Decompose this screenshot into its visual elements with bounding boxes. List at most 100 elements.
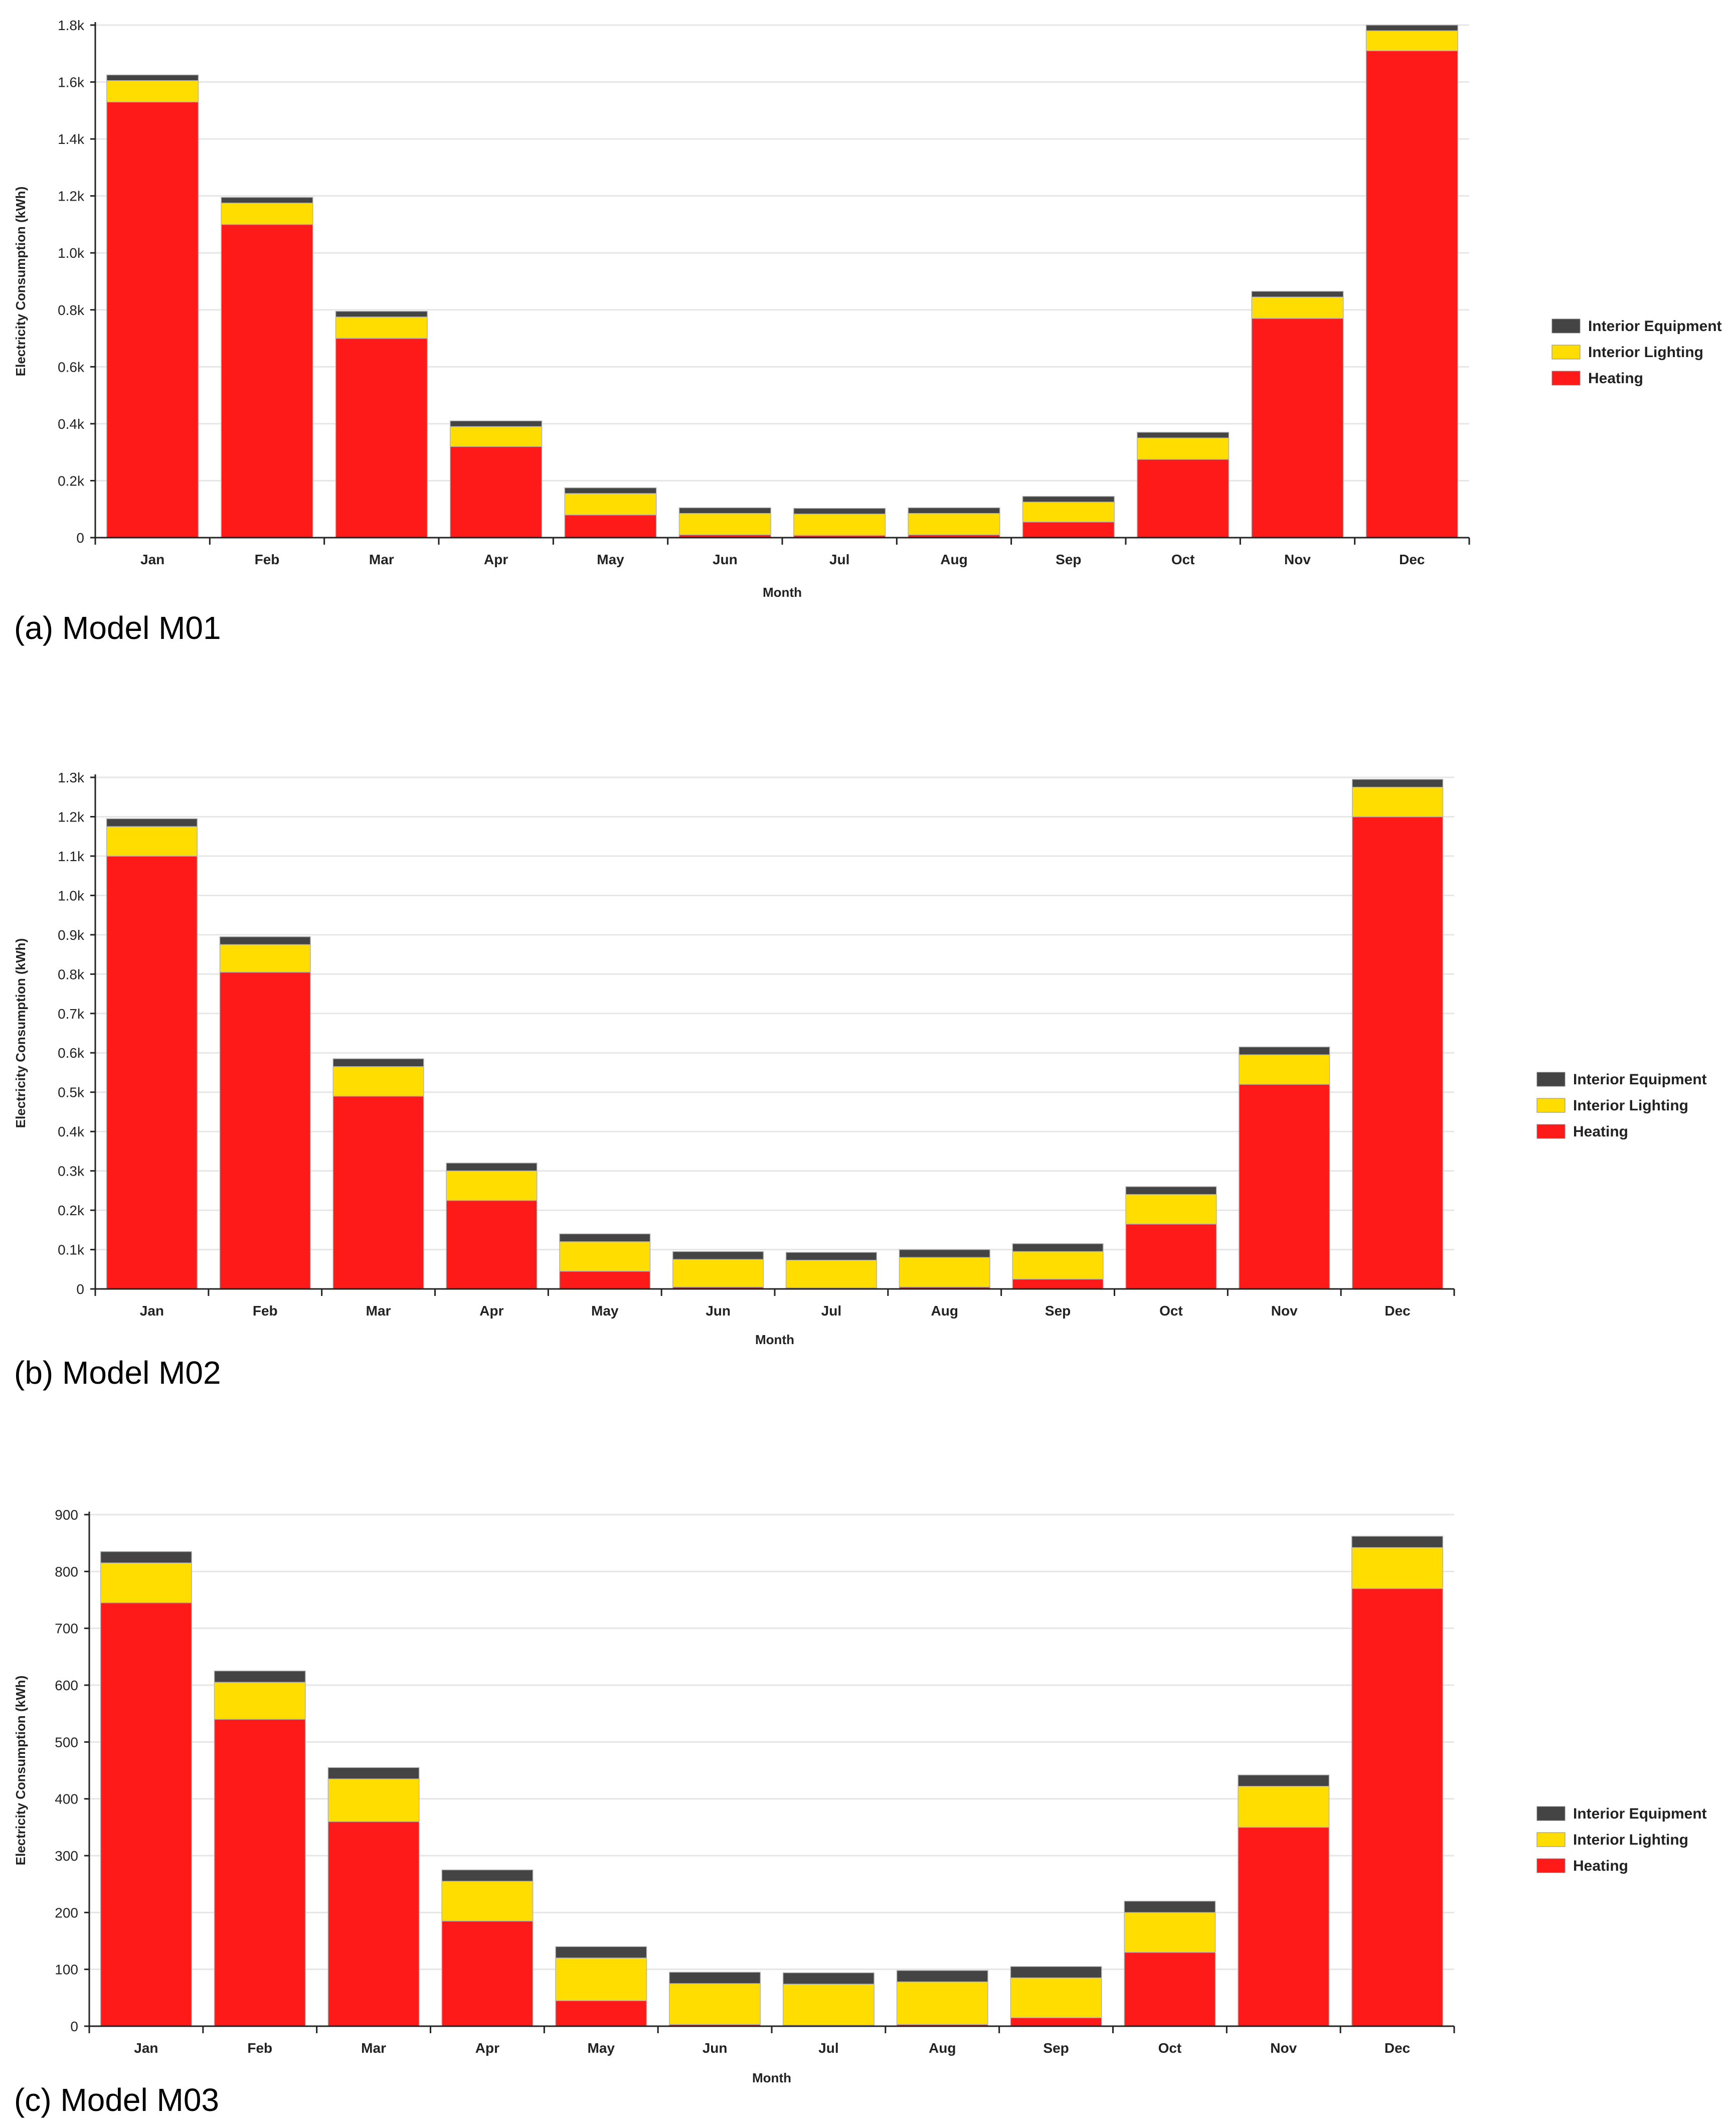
bar-interior-lighting-may [564,493,657,516]
y-tick-label: 0.2k [58,1203,85,1218]
y-tick-label: 0.5k [58,1085,85,1100]
bar-interior-lighting-may [559,1241,651,1272]
bar-heating-sep [1022,522,1115,538]
bar-interior-equipment-dec [1352,779,1444,788]
x-tick-label: Apr [479,1303,503,1319]
chart-b: 0 0.1k 0.2k 0.3k 0.4k 0.5k 0.6k 0.7k 0.8k 0.9k 1.0… [13,770,1707,1347]
x-tick-label: Aug [931,1303,958,1319]
y-tick-label: 0.9k [58,927,85,943]
y-tick-label: 0.1k [58,1242,85,1258]
caption-c-text: (c) Model M03 [14,2082,219,2118]
legend-label-interior-equipment: Interior Equipment [1573,1071,1707,1088]
caption-b-text: (b) Model M02 [14,1355,221,1391]
y-tick-label: 0 [76,530,84,546]
bar-interior-lighting-aug [896,1981,988,2025]
x-tick-label: Jul [829,552,849,567]
y-tick-label: 1.8k [58,18,85,33]
y-tick-label: 0.8k [58,302,85,318]
bar-heating-nov [1238,1827,1330,2027]
bar-interior-equipment-may [564,487,657,494]
bar-interior-equipment-sep [1010,1966,1102,1979]
y-tick-label: 0 [76,1281,84,1297]
bar-heating-jan [106,856,198,1289]
x-tick-label: May [591,1303,619,1319]
legend-label-interior-equipment: Interior Equipment [1588,318,1722,335]
caption-c: (c) Model M03 [14,2081,219,2118]
bar-interior-equipment-mar [335,310,428,317]
legend-label-interior-lighting: Interior Lighting [1588,344,1703,361]
bar-interior-equipment-mar [327,1767,420,1779]
x-tick-label: Jan [134,2040,158,2056]
bar-interior-lighting-jun [669,1983,761,2025]
bar-interior-equipment-oct [1137,432,1230,439]
bar-interior-lighting-jul [793,514,886,536]
caption-a: (a) Model M01 [14,609,221,646]
x-tick-label: Jun [706,1303,731,1319]
bar-interior-lighting-oct [1124,1912,1216,1953]
bar-interior-equipment-may [559,1233,651,1242]
bar-heating-jan [100,1602,192,2027]
legend-label-interior-lighting: Interior Lighting [1573,1097,1688,1114]
bar-heating-may [559,1270,651,1289]
bar-interior-lighting-jun [672,1259,764,1287]
x-axis-title: Month [752,2070,791,2085]
bar-interior-equipment-jan [106,74,199,81]
y-tick-label: 900 [55,1507,78,1523]
legend-label-interior-equipment: Interior Equipment [1573,1806,1707,1822]
y-tick-label: 0 [70,2019,78,2034]
bar-interior-lighting-jul [785,1259,878,1288]
bar-heating-feb [219,971,311,1289]
bar-interior-lighting-feb [214,1682,306,1720]
x-tick-label: Oct [1171,552,1195,567]
bar-interior-lighting-feb [221,203,313,225]
bar-interior-equipment-feb [214,1670,306,1683]
x-tick-label: Nov [1271,1303,1298,1319]
legend-swatch-interior-equipment [1536,1072,1566,1087]
x-axis-title: Month [763,585,802,600]
y-axis-title: Electricity Consumption (kWh) [13,938,28,1128]
bar-interior-equipment-jun [678,507,771,514]
bar-heating-may [555,2000,647,2027]
legend-swatch-interior-equipment [1551,318,1581,334]
y-tick-label: 0.7k [58,1006,85,1022]
bar-interior-equipment-oct [1124,1900,1216,1913]
bar-interior-lighting-oct [1125,1194,1217,1225]
legend-swatch-heating [1536,1858,1566,1873]
y-axis-title: Electricity Consumption (kWh) [13,1676,28,1865]
x-tick-label: Feb [255,552,280,567]
x-tick-label: Oct [1158,2040,1182,2056]
bar-interior-lighting-nov [1239,1054,1330,1085]
legend-swatch-interior-equipment [1536,1806,1566,1821]
x-tick-label: Mar [369,552,394,567]
bar-heating-sep [1010,2017,1102,2027]
bar-heating-dec [1351,1588,1444,2027]
caption-a-text: (a) Model M01 [14,610,221,646]
bar-interior-equipment-jun [672,1251,764,1260]
x-tick-label: Mar [361,2040,386,2056]
bar-heating-apr [446,1200,538,1289]
bar-heating-may [564,514,657,538]
x-tick-label: Dec [1384,1303,1410,1319]
x-tick-label: Nov [1270,2040,1297,2056]
bar-interior-lighting-jul [782,1984,875,2026]
bar-interior-lighting-mar [335,316,428,339]
x-tick-label: Feb [247,2040,272,2056]
bar-interior-lighting-nov [1238,1785,1330,1828]
bar-interior-lighting-feb [219,944,311,973]
bar-interior-equipment-oct [1125,1186,1217,1195]
x-tick-label: Jan [140,552,164,567]
bar-interior-equipment-apr [441,1869,534,1882]
bar-heating-apr [450,446,543,538]
x-tick-label: Dec [1384,2040,1410,2056]
x-tick-label: Jan [140,1303,164,1319]
bar-interior-equipment-sep [1012,1243,1104,1252]
y-tick-label: 500 [55,1734,78,1750]
caption-b: (b) Model M02 [14,1354,221,1391]
legend-swatch-heating [1536,1124,1566,1139]
x-tick-label: Sep [1043,2040,1069,2056]
bar-interior-equipment-jan [100,1551,192,1564]
y-tick-label: 0.4k [58,1124,85,1139]
y-tick-label: 400 [55,1791,78,1807]
y-tick-label: 0.3k [58,1164,85,1179]
y-tick-label: 1.1k [58,849,85,864]
